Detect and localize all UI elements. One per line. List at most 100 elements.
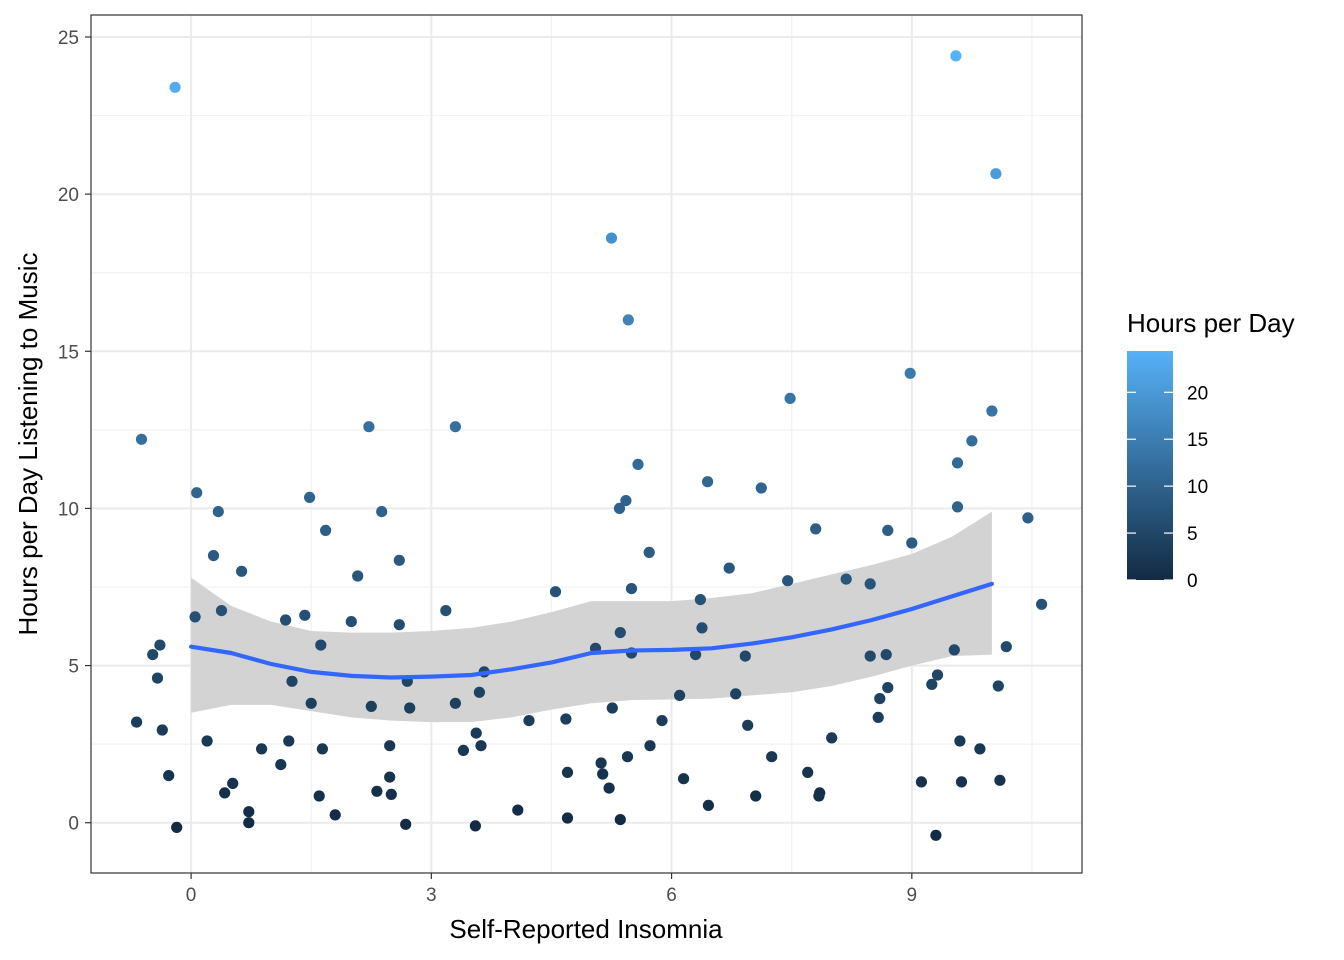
- x-tick-label: 3: [426, 885, 437, 906]
- data-point: [275, 759, 287, 771]
- data-point: [135, 433, 148, 445]
- data-point: [163, 770, 175, 782]
- smooth-trend-line: [189, 581, 994, 680]
- y-tick-label: 0: [68, 814, 79, 835]
- data-point: [243, 817, 255, 829]
- y-axis-title: Hours per Day Listening to Music: [13, 253, 43, 636]
- data-point: [243, 806, 255, 818]
- data-points: [131, 50, 1048, 841]
- data-point: [974, 743, 986, 755]
- legend-tick-label: 5: [1187, 524, 1198, 545]
- data-point: [951, 501, 964, 513]
- data-point: [393, 619, 405, 631]
- data-point: [739, 650, 751, 662]
- legend-title: Hours per Day: [1127, 308, 1295, 338]
- data-point: [256, 743, 268, 755]
- data-point: [694, 594, 707, 606]
- data-point: [632, 458, 644, 470]
- data-point: [156, 724, 168, 736]
- data-point: [523, 715, 535, 727]
- data-point: [872, 711, 884, 724]
- axes: 0 3 6 9 0 5 10 15 20 25: [58, 28, 917, 906]
- data-point: [169, 81, 181, 93]
- y-tick-label: 25: [58, 28, 79, 49]
- confidence-band: [191, 511, 992, 723]
- smooth-line: [189, 581, 994, 680]
- data-point: [702, 476, 714, 488]
- data-point: [305, 697, 317, 709]
- legend-tick-label: 10: [1187, 477, 1208, 498]
- data-point: [951, 457, 964, 469]
- data-point: [864, 650, 876, 662]
- data-point: [950, 50, 962, 62]
- data-point: [864, 578, 876, 590]
- data-point: [404, 702, 416, 714]
- data-point: [512, 804, 524, 816]
- data-point: [656, 715, 668, 727]
- data-point: [992, 680, 1004, 692]
- data-point: [955, 776, 968, 788]
- data-point: [365, 700, 377, 713]
- data-point: [191, 487, 203, 499]
- data-point: [280, 614, 292, 626]
- data-point: [755, 482, 767, 494]
- data-point: [1000, 641, 1012, 653]
- x-tick-label: 9: [907, 885, 918, 906]
- data-point: [371, 785, 383, 797]
- data-point: [766, 751, 778, 763]
- data-point: [605, 232, 618, 244]
- data-point: [207, 550, 220, 562]
- data-point: [948, 644, 960, 656]
- data-point: [449, 697, 461, 709]
- data-point: [329, 809, 341, 821]
- data-point: [674, 689, 686, 702]
- data-point: [304, 491, 316, 503]
- data-point: [283, 735, 295, 747]
- data-point: [469, 820, 481, 832]
- data-point: [154, 639, 166, 651]
- data-point: [473, 686, 485, 698]
- data-point: [131, 716, 143, 728]
- legend-ticks: 0 5 10 15 20: [1127, 383, 1208, 592]
- data-point: [915, 776, 928, 788]
- data-point: [215, 605, 228, 617]
- data-point: [931, 669, 944, 681]
- data-point: [784, 392, 796, 404]
- data-point: [603, 782, 615, 794]
- data-point: [320, 524, 332, 537]
- data-point: [384, 771, 396, 783]
- data-point: [730, 688, 742, 700]
- data-point: [874, 693, 886, 705]
- data-point: [393, 554, 405, 566]
- data-point: [994, 774, 1006, 786]
- y-tick-label: 15: [58, 342, 79, 363]
- data-point: [614, 814, 626, 826]
- data-point: [690, 649, 702, 661]
- data-point: [882, 682, 894, 694]
- data-point: [400, 818, 412, 830]
- data-point: [643, 546, 655, 559]
- data-point: [316, 743, 328, 755]
- data-point: [614, 627, 626, 639]
- data-point: [201, 735, 213, 747]
- data-point: [212, 506, 224, 518]
- legend-colorbar: [1127, 351, 1173, 580]
- data-point: [440, 605, 452, 617]
- data-point: [147, 649, 159, 661]
- data-point: [814, 787, 826, 799]
- confidence-ribbon: [191, 511, 992, 723]
- legend-tick-label: 0: [1187, 571, 1198, 592]
- data-point: [470, 727, 482, 739]
- data-point: [595, 757, 607, 769]
- data-point: [384, 740, 396, 752]
- data-point: [702, 799, 715, 812]
- data-point: [385, 788, 397, 801]
- data-point: [810, 523, 822, 535]
- legend-tick-label: 15: [1187, 430, 1208, 451]
- data-point: [930, 829, 942, 841]
- data-point: [986, 405, 998, 417]
- data-point: [723, 562, 735, 574]
- data-point: [750, 790, 762, 802]
- data-point: [606, 702, 618, 714]
